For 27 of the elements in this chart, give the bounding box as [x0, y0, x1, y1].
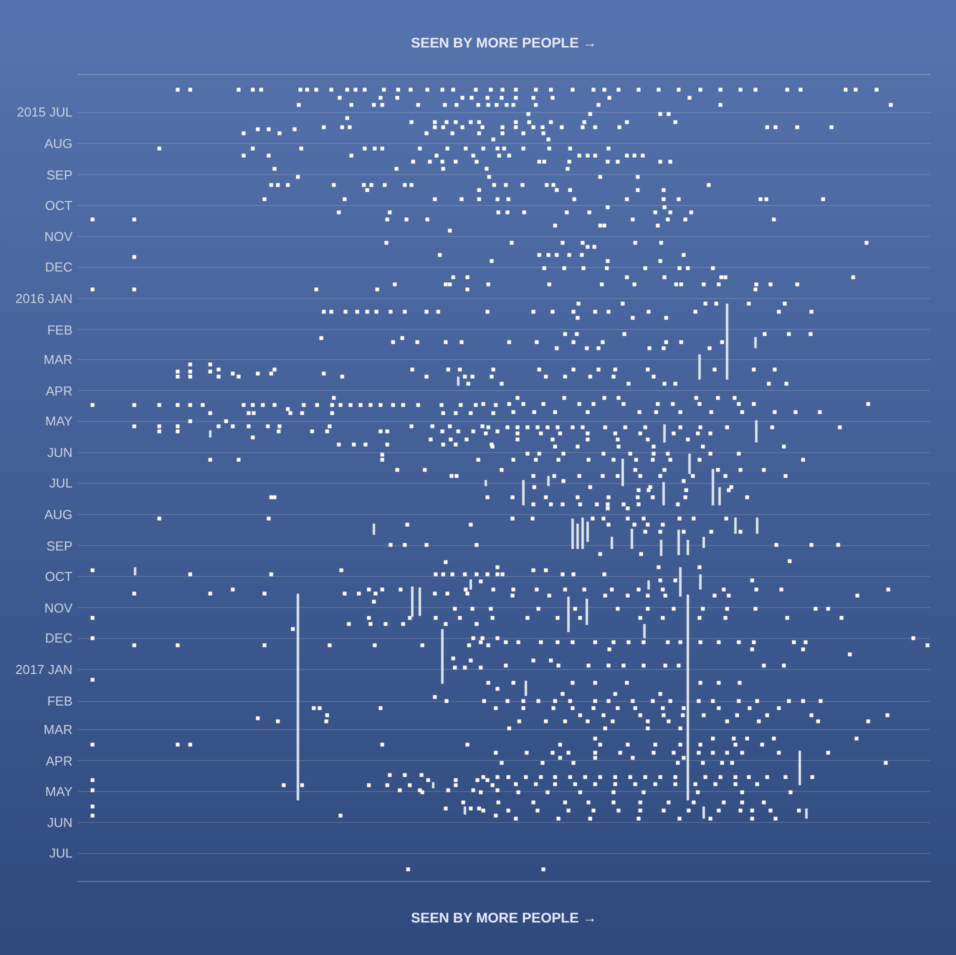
y-tick-label: FEB: [47, 322, 73, 338]
y-tick-label: JUN: [47, 445, 73, 460]
y-tick-label: OCT: [45, 198, 73, 213]
y-tick-label: OCT: [45, 568, 73, 584]
y-tick-label: MAY: [45, 784, 73, 799]
x2-axis-title: SEEN BY MORE PEOPLE →: [411, 34, 597, 50]
y-tick-label: DEC: [45, 260, 73, 275]
y-tick-label: FEB: [47, 694, 73, 709]
y-tick-label: AUG: [44, 506, 72, 522]
y-tick-label: JUL: [49, 846, 73, 861]
y-tick-label: APR: [46, 383, 73, 398]
y-tick-label: 2017 JAN: [15, 662, 73, 678]
y-tick-label: SEP: [46, 538, 73, 554]
y-tick-label: NOV: [44, 600, 73, 616]
x-axis-title: SEEN BY MORE PEOPLE →: [411, 910, 597, 926]
y-tick-label: MAY: [45, 414, 73, 429]
y-tick-label: SEP: [46, 167, 73, 182]
y-tick-label: DEC: [45, 630, 73, 646]
y-tick-label: JUL: [49, 476, 73, 491]
y-tick-label: AUG: [44, 136, 72, 151]
y-tick-label: MAR: [44, 722, 72, 737]
y-tick-label: MAR: [44, 352, 72, 367]
y-tick-label: JUN: [47, 815, 73, 830]
y-tick-label: APR: [46, 753, 73, 768]
y-tick-label: 2016 JAN: [15, 291, 73, 306]
y-tick-label: 2015 JUL: [16, 104, 73, 120]
y-tick-label: NOV: [44, 229, 73, 244]
